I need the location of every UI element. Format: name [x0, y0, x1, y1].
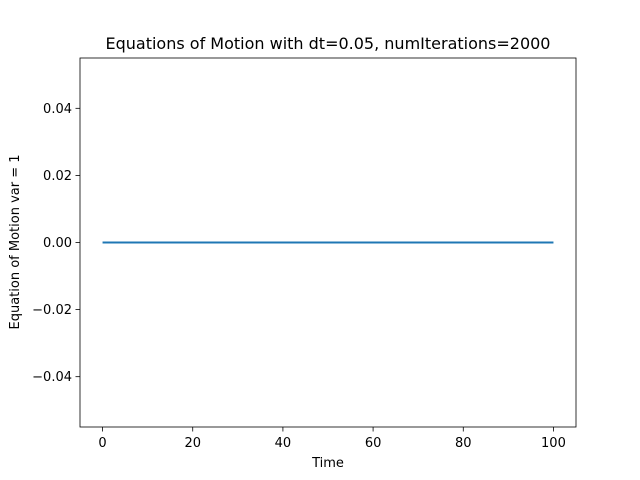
chart-title: Equations of Motion with dt=0.05, numIte… [106, 34, 551, 53]
y-axis-ticks: −0.04 −0.02 0.00 0.02 0.04 [32, 102, 80, 385]
y-axis-label: Equation of Motion var = 1 [8, 154, 23, 329]
y-tick-label: −0.02 [32, 303, 72, 318]
x-tick-label: 60 [365, 436, 382, 451]
y-tick-label: 0.02 [43, 169, 72, 184]
x-tick-label: 80 [455, 436, 472, 451]
x-tick-label: 100 [541, 436, 566, 451]
y-tick-label: 0.00 [43, 236, 72, 251]
y-tick-label: 0.04 [43, 102, 72, 117]
x-tick-label: 40 [275, 436, 292, 451]
x-tick-label: 20 [184, 436, 201, 451]
x-tick-label: 0 [98, 436, 106, 451]
x-axis-ticks: 0 20 40 60 80 100 [98, 427, 566, 451]
y-tick-label: −0.04 [32, 370, 72, 385]
x-axis-label: Time [311, 456, 344, 471]
